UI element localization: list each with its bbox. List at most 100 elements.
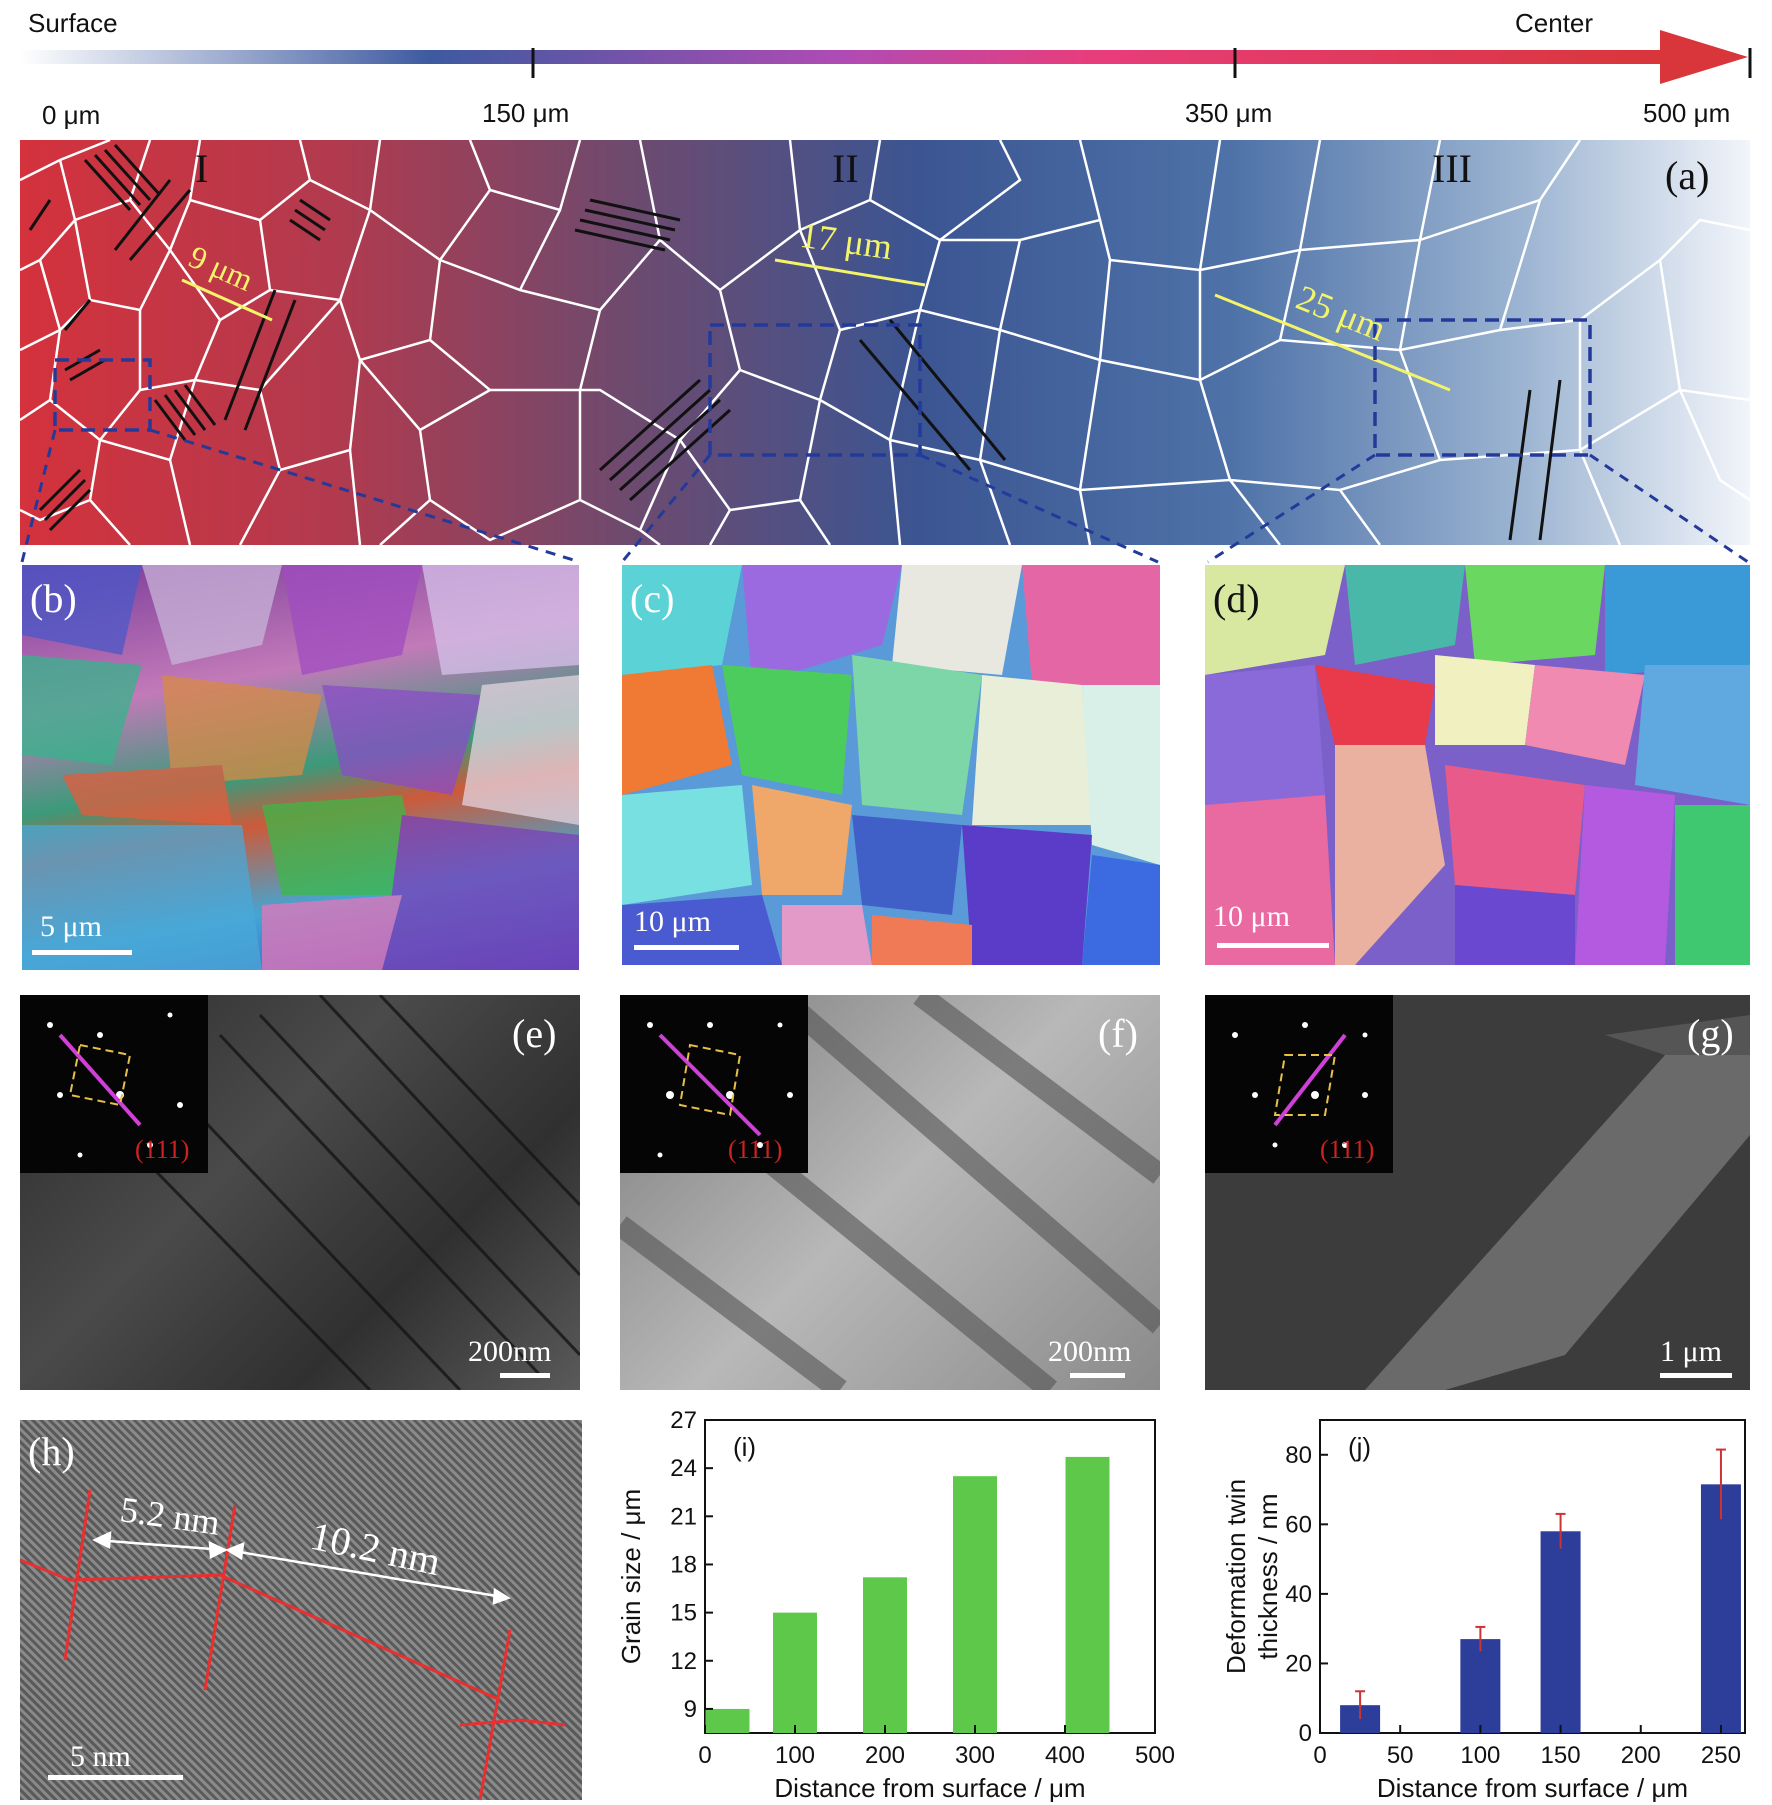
inset-label-e: (111) (135, 1135, 190, 1164)
panel-e-scale-bar (500, 1373, 550, 1378)
y-axis-label-line1: Deformation twin (1221, 1479, 1251, 1674)
tem-image-g (1365, 1015, 1750, 1390)
grain-size-chart: 0 100 200 300 400 500 9 12 15 18 21 24 27 Distance fr… (616, 1410, 1175, 1803)
x-tick-label: 200 (865, 1742, 905, 1769)
diffraction-inset-g: (111) (1205, 995, 1393, 1173)
diffraction-inset-f: (111) (620, 995, 808, 1173)
panel-e-scale-text: 200nm (468, 1335, 552, 1368)
grain-size-arrows (181, 258, 1451, 392)
tick-label-350: 350 μm (1185, 98, 1273, 128)
region-II-label: II (832, 146, 859, 191)
tem-panel-g: (111) (g) 1 μm (1205, 995, 1750, 1390)
inset-label-g: (111) (1320, 1135, 1375, 1164)
twin-thickness-chart: 0 50 100 150 200 250 0 20 40 60 80 Distance from su… (1221, 1419, 1746, 1803)
panel-b-scale-bar (32, 950, 132, 955)
panel-g-label: (g) (1687, 1011, 1734, 1056)
diffraction-pattern-f (647, 1022, 793, 1158)
panel-d-label: (d) (1213, 576, 1260, 621)
ebsd-map-c (622, 565, 1160, 965)
panel-c-scale-bar (634, 945, 739, 950)
region-III-label: III (1432, 146, 1472, 191)
diffraction-pattern-e (47, 1012, 183, 1158)
y-tick-label: 9 (684, 1696, 697, 1723)
tem-image-e (138, 995, 580, 1390)
panel-d-scale-text: 10 μm (1213, 900, 1290, 933)
diffraction-pattern-g (1232, 1022, 1368, 1148)
panel-d-scale-bar (1217, 943, 1329, 948)
hrtem-image-h (20, 1489, 566, 1800)
x-tick-label: 100 (1460, 1742, 1500, 1769)
bar (1700, 1484, 1741, 1733)
y-tick-label: 18 (670, 1551, 697, 1578)
panel-e-label: (e) (512, 1011, 557, 1056)
tem-panel-e: (111) (e) 200nm (20, 995, 580, 1390)
y-tick-label: 0 (1299, 1720, 1312, 1747)
panel-a-label: (a) (1665, 153, 1710, 198)
tick-label-500: 500 μm (1643, 98, 1731, 128)
y-tick-label: 27 (670, 1410, 697, 1434)
panel-b-label: (b) (30, 576, 77, 621)
x-tick-label: 0 (698, 1742, 711, 1769)
bar (773, 1612, 817, 1733)
panel-h-scale-bar (48, 1775, 183, 1780)
panel-f-label: (f) (1098, 1011, 1138, 1056)
x-tick-label: 400 (1045, 1742, 1085, 1769)
hrtem-panel-h: (h) 5.2 nm 10.2 nm 5 nm (20, 1420, 582, 1800)
bar (705, 1708, 750, 1733)
surface-label: Surface (28, 8, 118, 38)
y-tick-label: 15 (670, 1600, 697, 1627)
tick-label-150: 150 μm (482, 98, 570, 128)
region-I-label: I (195, 146, 209, 191)
ebsd-panel-d: (d) 10 μm (1205, 565, 1750, 965)
panel-label: (j) (1348, 1432, 1371, 1462)
panel-c-label: (c) (630, 576, 675, 621)
bar (1540, 1531, 1581, 1733)
panel-c-scale-text: 10 μm (634, 905, 711, 938)
zoom-boxes (53, 318, 1592, 457)
y-tick-label: 24 (670, 1455, 697, 1482)
ebsd-panel-b: (b) 5 μm (22, 565, 579, 970)
y-tick-label: 12 (670, 1648, 697, 1675)
ebsd-map-b (22, 565, 579, 970)
x-tick-label: 0 (1313, 1742, 1326, 1769)
y-tick-label: 80 (1285, 1442, 1312, 1469)
grain-boundaries (20, 140, 1750, 545)
twin-lines (28, 143, 1562, 541)
panel-h-scale-text: 5 nm (70, 1740, 131, 1773)
x-tick-label: 200 (1621, 1742, 1661, 1769)
bar (1065, 1456, 1110, 1733)
plot-frame (1319, 1419, 1746, 1734)
panel-g-scale-bar (1660, 1373, 1732, 1378)
panel-g-scale-text: 1 μm (1660, 1335, 1722, 1368)
depth-gradient-arrow (20, 30, 1752, 84)
zoom-connectors (20, 428, 1749, 564)
panel-h-label: (h) (28, 1429, 75, 1474)
y-tick-label: 20 (1285, 1650, 1312, 1677)
y-tick-label: 60 (1285, 1511, 1312, 1538)
x-tick-label: 150 (1541, 1742, 1581, 1769)
x-tick-label: 100 (775, 1742, 815, 1769)
x-axis-label: Distance from surface / μm (774, 1773, 1085, 1803)
center-label: Center (1515, 8, 1594, 38)
panel-b-scale-text: 5 μm (40, 910, 102, 943)
diffraction-inset-e: (111) (20, 995, 208, 1173)
y-axis-label: Grain size / μm (616, 1489, 646, 1664)
x-tick-label: 250 (1701, 1742, 1741, 1769)
x-tick-label: 300 (955, 1742, 995, 1769)
y-axis-label-line2: thickness / nm (1253, 1493, 1283, 1659)
bar (953, 1476, 997, 1733)
x-tick-label: 500 (1135, 1742, 1175, 1769)
ebsd-panel-c: (c) 10 μm (622, 565, 1160, 965)
panel-f-scale-bar (1070, 1373, 1125, 1378)
ebsd-map-d (1205, 565, 1750, 965)
panel-f-scale-text: 200nm (1048, 1335, 1132, 1368)
bar (1460, 1639, 1501, 1733)
x-tick-label: 50 (1387, 1742, 1414, 1769)
tick-label-0: 0 μm (42, 100, 101, 130)
y-tick-label: 40 (1285, 1581, 1312, 1608)
inset-label-f: (111) (728, 1135, 783, 1164)
bar (863, 1577, 907, 1733)
tem-panel-f: (111) (f) 200nm (620, 995, 1160, 1390)
x-axis-label: Distance from surface / μm (1377, 1773, 1688, 1803)
y-tick-label: 21 (670, 1503, 697, 1530)
